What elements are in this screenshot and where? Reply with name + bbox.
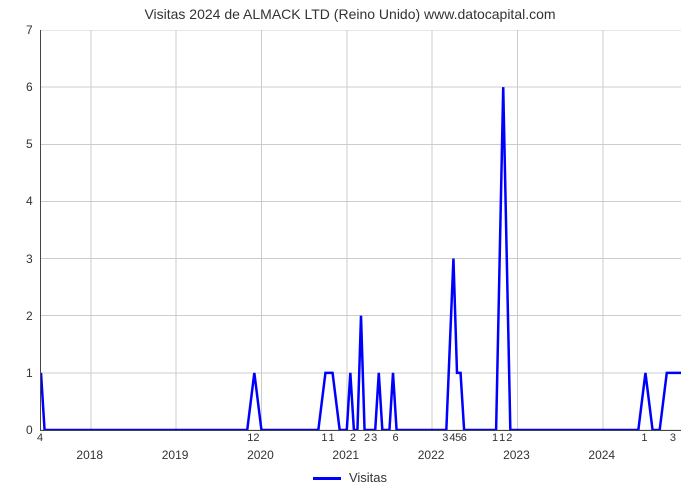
point-label: 2 — [364, 432, 370, 444]
point-label: 4 — [37, 432, 43, 444]
x-tick-label: 2024 — [588, 448, 615, 462]
x-tick-label: 2020 — [247, 448, 274, 462]
y-tick-label: 4 — [26, 194, 54, 208]
point-label: 12 — [247, 432, 259, 444]
y-tick-label: 5 — [26, 137, 54, 151]
x-tick-label: 2023 — [503, 448, 530, 462]
point-label: 6 — [392, 432, 398, 444]
plot-area — [40, 30, 681, 431]
y-tick-label: 3 — [26, 252, 54, 266]
point-label: 2 — [506, 432, 512, 444]
y-tick-label: 1 — [26, 366, 54, 380]
plot-svg — [41, 30, 681, 430]
y-tick-label: 6 — [26, 80, 54, 94]
point-label: 1 — [321, 432, 327, 444]
point-label: 1 — [641, 432, 647, 444]
legend-label: Visitas — [349, 470, 387, 485]
legend-swatch — [313, 477, 341, 480]
chart-container: Visitas 2024 de ALMACK LTD (Reino Unido)… — [0, 0, 700, 500]
x-tick-label: 2022 — [418, 448, 445, 462]
chart-title: Visitas 2024 de ALMACK LTD (Reino Unido)… — [0, 6, 700, 22]
x-tick-label: 2018 — [76, 448, 103, 462]
point-label: 1 — [492, 432, 498, 444]
point-label: 2 — [350, 432, 356, 444]
legend: Visitas — [0, 470, 700, 485]
point-label: 1 — [499, 432, 505, 444]
point-label: 3 — [371, 432, 377, 444]
point-label: 3 — [442, 432, 448, 444]
x-tick-label: 2019 — [162, 448, 189, 462]
y-tick-label: 7 — [26, 23, 54, 37]
point-label: 3 — [670, 432, 676, 444]
point-label: 6 — [461, 432, 467, 444]
point-label: 1 — [328, 432, 334, 444]
x-tick-label: 2021 — [332, 448, 359, 462]
y-tick-label: 2 — [26, 309, 54, 323]
